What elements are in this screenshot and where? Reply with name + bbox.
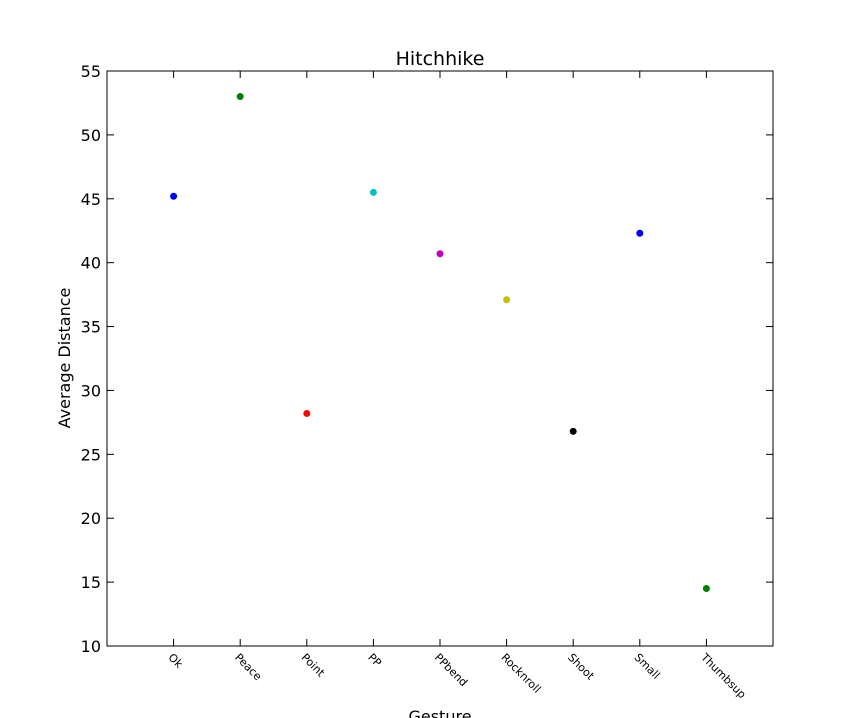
x-tick-label: PP <box>365 651 384 670</box>
chart-title: Hitchhike <box>396 48 485 70</box>
data-point <box>236 93 244 101</box>
x-tick-label: Rocknroll <box>498 651 543 696</box>
y-tick-label: 30 <box>81 381 101 400</box>
y-tick-label: 25 <box>81 445 101 464</box>
x-tick-label: Ok <box>165 651 185 671</box>
x-axis-ticks: Ok Peace Point PP PPbend Rocknroll Shoot Small T… <box>165 71 749 701</box>
y-tick-label: 50 <box>81 126 101 145</box>
x-tick-label: Small <box>632 651 663 682</box>
y-axis-ticks: 10 15 20 25 30 35 40 45 50 55 <box>81 62 773 656</box>
data-point <box>569 427 577 435</box>
y-tick-label: 45 <box>81 190 101 209</box>
data-point <box>636 229 644 237</box>
y-tick-label: 40 <box>81 254 101 273</box>
y-axis-label: Average Distance <box>55 288 74 429</box>
x-tick-label: PPbend <box>432 651 470 689</box>
x-tick-label: Thumbsup <box>698 650 749 701</box>
x-tick-label: Point <box>299 651 328 680</box>
y-tick-label: 55 <box>81 62 101 81</box>
data-point <box>702 585 710 592</box>
y-tick-label: 35 <box>81 318 101 337</box>
y-tick-label: 15 <box>81 573 101 592</box>
x-axis-label: Gesture <box>408 707 471 718</box>
x-tick-label: Peace <box>232 651 264 683</box>
data-point <box>170 192 178 200</box>
data-point <box>503 296 511 304</box>
plot-frame <box>106 70 774 647</box>
data-point <box>369 188 377 196</box>
y-tick-label: 10 <box>81 637 101 656</box>
data-point <box>436 250 444 258</box>
data-point <box>303 409 311 417</box>
data-points <box>170 93 710 592</box>
y-tick-label: 20 <box>81 509 101 528</box>
x-tick-label: Shoot <box>565 651 597 683</box>
